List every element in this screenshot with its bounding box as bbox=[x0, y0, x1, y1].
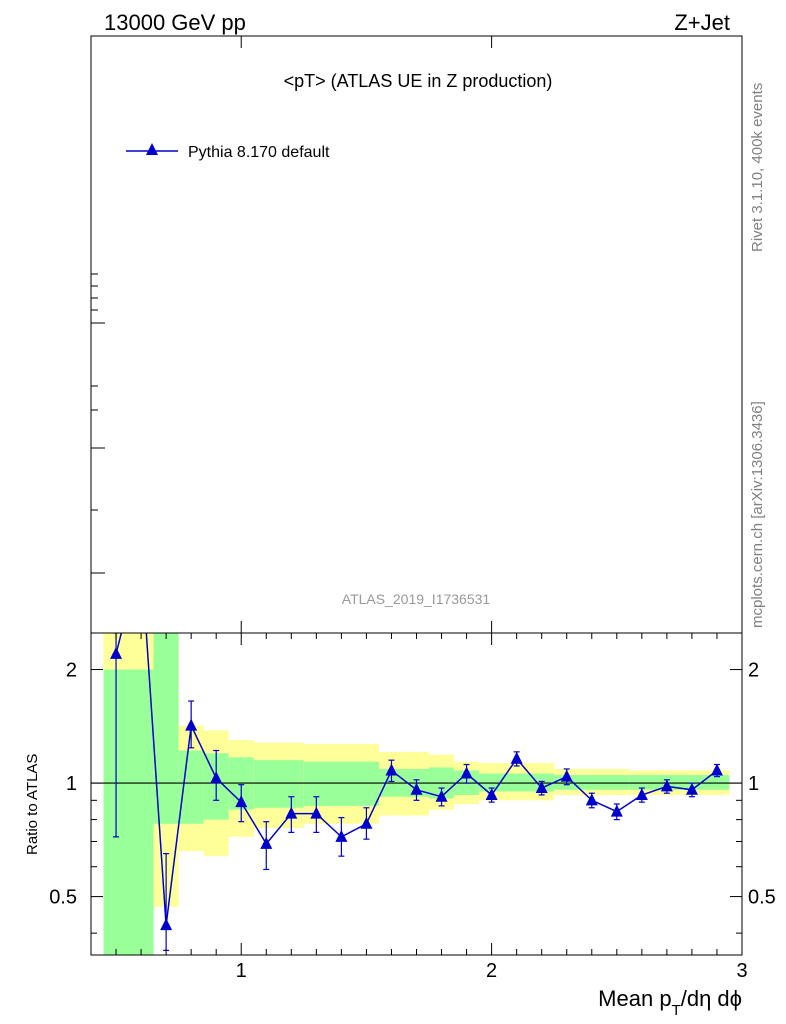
mc-point bbox=[460, 766, 473, 779]
mc-point bbox=[160, 918, 173, 931]
main-panel-title: <pT> (ATLAS UE in Z production) bbox=[284, 71, 553, 91]
mcplots-label: mcplots.cern.ch [arXiv:1306.3436] bbox=[749, 401, 766, 628]
mc-series bbox=[110, 633, 723, 951]
ratio-axes-ticks: 1 2 3 0.5 0.5 1 1 2 2 bbox=[49, 633, 776, 982]
mc-point bbox=[285, 806, 298, 819]
mc-point bbox=[685, 782, 698, 795]
band-inner-0 bbox=[103, 669, 154, 955]
x-tick-label: 2 bbox=[486, 960, 497, 982]
watermark: ATLAS_2019_I1736531 bbox=[342, 591, 491, 607]
y-tick-label-right: 0.5 bbox=[748, 887, 776, 909]
y-tick-label-right: 2 bbox=[748, 660, 759, 682]
main-panel-ticks bbox=[91, 36, 743, 633]
mc-point bbox=[610, 804, 623, 817]
x-axis-label: Mean pT/dη dϕ bbox=[598, 986, 742, 1019]
mc-point bbox=[410, 782, 423, 795]
mc-point bbox=[435, 789, 448, 802]
mc-point bbox=[585, 793, 598, 806]
y-tick-label: 1 bbox=[66, 773, 77, 795]
mc-point bbox=[660, 779, 673, 792]
band-inner-5 bbox=[253, 760, 304, 808]
mc-point bbox=[560, 769, 573, 782]
band-inner-2 bbox=[178, 750, 204, 824]
mc-point bbox=[185, 718, 198, 731]
header-left-label: 13000 GeV pp bbox=[104, 10, 246, 35]
x-tick-label: 3 bbox=[736, 960, 747, 982]
mc-point bbox=[635, 787, 648, 800]
band-inner-6 bbox=[303, 761, 379, 806]
x-tick-label: 1 bbox=[236, 960, 247, 982]
mc-point bbox=[260, 836, 273, 849]
ratio-bands bbox=[103, 633, 730, 955]
legend-label: Pythia 8.170 default bbox=[188, 144, 330, 161]
legend-triangle-icon bbox=[146, 143, 158, 155]
mc-point bbox=[535, 781, 548, 794]
mc-point bbox=[385, 763, 398, 776]
y-tick-label-right: 1 bbox=[748, 773, 759, 795]
main-panel-frame bbox=[90, 35, 743, 634]
mc-point bbox=[110, 646, 123, 659]
rivet-version-label: Rivet 3.1.10, 400k events bbox=[749, 83, 766, 252]
mc-point bbox=[510, 751, 523, 764]
mc-point bbox=[710, 763, 723, 776]
band-inner-12 bbox=[629, 775, 730, 790]
header-right-label: Z+Jet bbox=[674, 10, 730, 35]
mc-point bbox=[335, 829, 348, 842]
y-tick-label: 2 bbox=[66, 660, 77, 682]
mc-point bbox=[360, 816, 373, 829]
mc-point bbox=[235, 795, 248, 808]
y-tick-label: 0.5 bbox=[49, 887, 77, 909]
mc-point bbox=[210, 771, 223, 784]
y-axis-label: Ratio to ATLAS bbox=[24, 754, 41, 855]
legend: Pythia 8.170 default bbox=[126, 143, 330, 161]
mc-point bbox=[485, 787, 498, 800]
band-inner-11 bbox=[554, 775, 630, 790]
mc-point bbox=[310, 806, 323, 819]
